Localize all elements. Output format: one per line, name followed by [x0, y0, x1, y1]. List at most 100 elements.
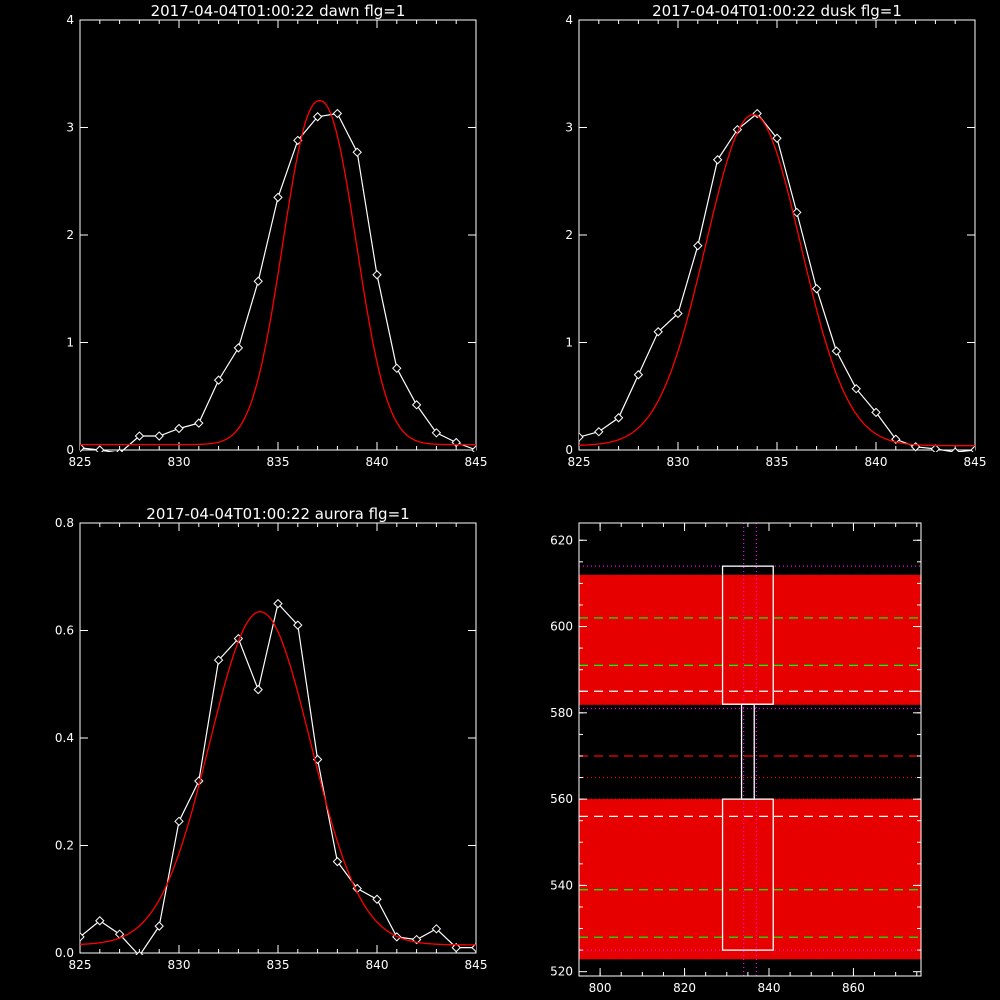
heatmap-cell	[781, 695, 789, 701]
heatmap-cell	[712, 587, 719, 593]
heatmap-cell	[712, 907, 719, 912]
heatmap-cell	[857, 868, 865, 873]
heatmap-cell	[712, 622, 719, 628]
heatmap-cell	[642, 941, 650, 947]
heatmap-cell	[610, 837, 618, 843]
heatmap-cell	[604, 674, 612, 679]
heatmap-cell	[579, 919, 586, 925]
heatmap-cell	[895, 954, 903, 960]
heatmap-cell	[876, 574, 884, 580]
heatmap-cell	[604, 898, 612, 904]
heatmap-cell	[813, 674, 821, 679]
heatmap-cell	[800, 652, 808, 658]
data-point	[633, 370, 644, 380]
heatmap-cell	[895, 950, 903, 955]
heatmap-cell	[686, 911, 694, 917]
heatmap-cell	[724, 837, 732, 843]
heatmap-cell	[737, 950, 745, 955]
heatmap-cell	[579, 686, 586, 692]
heatmap-cell	[807, 617, 814, 623]
heatmap-cell	[832, 691, 840, 697]
heatmap-cell	[604, 924, 612, 930]
heatmap-cell	[705, 807, 713, 813]
heatmap-cell	[845, 829, 852, 835]
heatmap-cell	[864, 889, 871, 895]
heatmap-cell	[636, 894, 643, 899]
heatmap-cell	[794, 678, 802, 684]
heatmap-cell	[819, 855, 827, 861]
heatmap-cell	[591, 894, 599, 899]
heatmap-cell	[781, 833, 789, 839]
heatmap-cell	[769, 648, 776, 653]
heatmap-cell	[718, 587, 726, 593]
heatmap-cell	[851, 643, 859, 649]
heatmap-cell	[674, 583, 681, 589]
heatmap-cell	[648, 799, 656, 804]
heatmap-cell	[813, 613, 821, 619]
heatmap-cell	[661, 863, 669, 869]
y-tick-label: 520	[550, 965, 573, 979]
heatmap-cell	[655, 902, 662, 908]
heatmap-cell	[636, 656, 643, 662]
heatmap-cell	[617, 837, 624, 843]
heatmap-cell	[680, 881, 688, 886]
heatmap-cell	[788, 812, 795, 817]
heatmap-cell	[610, 695, 618, 701]
heatmap-cell	[902, 648, 909, 653]
heatmap-cell	[699, 846, 707, 852]
heatmap-cell	[750, 820, 757, 826]
heatmap-cell	[623, 695, 631, 701]
heatmap-cell	[680, 842, 688, 848]
heatmap-cell	[788, 932, 795, 938]
heatmap-cell	[743, 872, 751, 878]
heatmap-cell	[800, 622, 808, 628]
heatmap-cell	[674, 626, 681, 632]
heatmap-cell	[826, 859, 833, 865]
heatmap-cell	[629, 686, 637, 692]
heatmap-cell	[579, 669, 586, 675]
heatmap-cell	[648, 820, 656, 826]
heatmap-cell	[629, 889, 637, 895]
heatmap-cell	[775, 617, 783, 623]
heatmap-cell	[648, 941, 656, 947]
heatmap-cell	[800, 691, 808, 697]
heatmap-cell	[629, 648, 637, 653]
heatmap-cell	[864, 876, 871, 882]
heatmap-cell	[655, 682, 662, 688]
heatmap-cell	[845, 937, 852, 943]
heatmap-cell	[579, 674, 586, 679]
heatmap-cell	[686, 950, 694, 955]
heatmap-cell	[883, 648, 890, 653]
heatmap-cell	[636, 635, 643, 641]
heatmap-cell	[832, 686, 840, 692]
heatmap-cell	[712, 872, 719, 878]
heatmap-cell	[655, 695, 662, 701]
heatmap-cell	[731, 863, 738, 869]
heatmap-cell	[864, 928, 871, 934]
heatmap-cell	[598, 876, 605, 882]
heatmap-cell	[579, 617, 586, 623]
heatmap-cell	[832, 661, 840, 666]
heatmap-cell	[724, 919, 732, 925]
heatmap-cell	[731, 669, 738, 675]
heatmap-cell	[756, 881, 764, 886]
heatmap-cell	[712, 820, 719, 826]
heatmap-cell	[686, 837, 694, 843]
heatmap-cell	[648, 932, 656, 938]
heatmap-cell	[857, 652, 865, 658]
heatmap-cell	[667, 941, 675, 947]
heatmap-cell	[800, 950, 808, 955]
heatmap-cell	[914, 695, 922, 701]
heatmap-cell	[591, 859, 599, 865]
heatmap-cell	[883, 894, 890, 899]
heatmap-cell	[762, 937, 770, 943]
heatmap-cell	[883, 592, 890, 597]
heatmap-cell	[667, 639, 675, 645]
heatmap-cell	[731, 945, 738, 951]
heatmap-cell	[642, 932, 650, 938]
heatmap-cell	[667, 682, 675, 688]
heatmap-cell	[769, 911, 776, 917]
heatmap-cell	[655, 661, 662, 666]
heatmap-cell	[902, 596, 909, 602]
heatmap-cell	[731, 846, 738, 852]
